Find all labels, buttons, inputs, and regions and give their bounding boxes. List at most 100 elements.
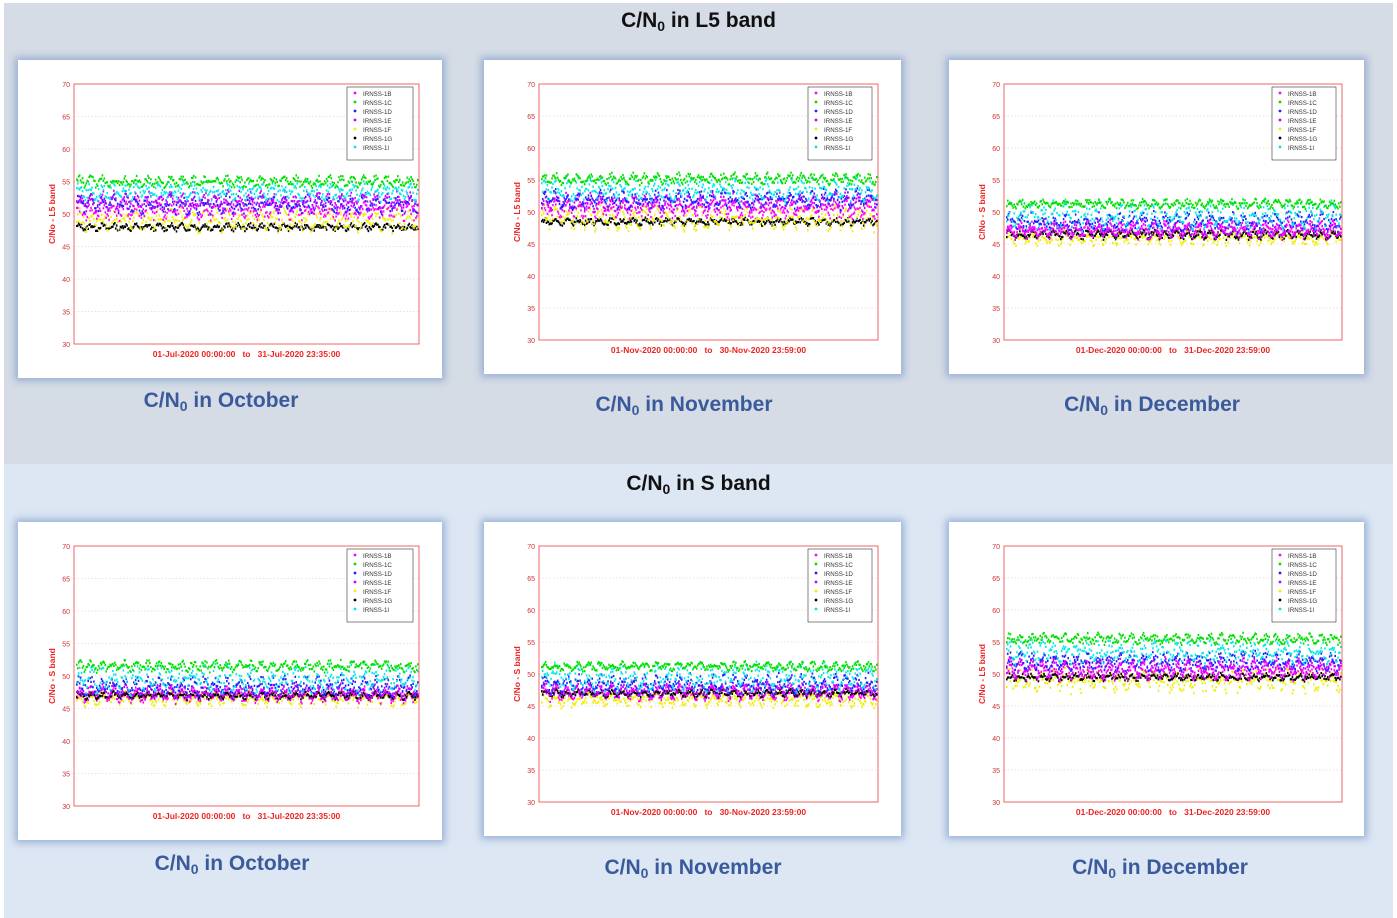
data-point (377, 212, 379, 215)
data-point (157, 183, 160, 186)
data-point (117, 209, 120, 212)
data-point (667, 204, 670, 207)
data-point (251, 188, 254, 191)
data-point (553, 219, 555, 222)
data-point (268, 216, 271, 219)
data-point (694, 229, 697, 232)
data-point (613, 218, 616, 221)
data-point (738, 206, 741, 209)
data-point (725, 219, 728, 222)
data-point (710, 179, 713, 182)
data-point (611, 214, 614, 217)
data-point (702, 194, 705, 198)
data-point (817, 209, 819, 213)
data-point (663, 199, 665, 202)
data-point (774, 213, 776, 216)
data-point (286, 180, 289, 183)
data-point (777, 207, 779, 210)
data-point (402, 184, 405, 187)
data-point (229, 209, 232, 212)
data-point (637, 206, 639, 209)
data-point (585, 179, 588, 182)
data-point (818, 199, 820, 202)
data-point (79, 201, 82, 204)
data-point (621, 219, 623, 222)
data-point (668, 199, 671, 202)
data-point (171, 179, 174, 182)
data-point (373, 193, 375, 196)
data-point (635, 179, 637, 183)
data-point (738, 222, 741, 226)
data-point (571, 205, 574, 208)
data-point (778, 197, 781, 200)
data-point (142, 189, 145, 192)
data-point (727, 201, 730, 204)
data-point (549, 191, 551, 194)
data-point (380, 180, 383, 183)
data-point (621, 206, 623, 209)
data-point (724, 181, 727, 184)
data-point (626, 208, 629, 211)
data-point (860, 215, 862, 218)
legend-marker (353, 100, 357, 104)
data-point (728, 228, 731, 232)
data-point (754, 187, 757, 190)
data-point (871, 198, 873, 201)
data-point (395, 199, 397, 202)
data-point (740, 189, 743, 192)
data-point (244, 181, 246, 184)
data-point (253, 217, 256, 221)
data-point (120, 220, 123, 224)
data-point (718, 208, 720, 212)
data-point (579, 219, 581, 222)
data-point (636, 174, 638, 178)
data-point (290, 206, 293, 209)
data-point (772, 204, 775, 207)
data-point (554, 179, 557, 182)
data-point (94, 223, 96, 226)
data-point (562, 201, 565, 204)
data-point (129, 205, 131, 208)
data-point (91, 186, 93, 189)
data-point (845, 219, 847, 222)
data-point (163, 207, 165, 210)
data-point (561, 222, 564, 225)
data-point (254, 213, 257, 217)
data-point (375, 222, 377, 225)
data-point (101, 222, 104, 225)
data-point (551, 177, 553, 180)
data-point (806, 217, 808, 220)
data-point (585, 205, 588, 208)
data-point (688, 195, 691, 198)
data-point (815, 198, 817, 201)
data-point (140, 216, 143, 219)
data-point (224, 193, 226, 196)
data-point (668, 211, 671, 214)
data-point (273, 187, 276, 190)
data-point (259, 206, 261, 209)
data-point (611, 202, 614, 205)
data-point (149, 201, 151, 205)
data-point (132, 204, 135, 208)
data-point (264, 215, 266, 218)
data-point (688, 205, 691, 208)
data-point (578, 188, 580, 192)
data-point (173, 182, 176, 185)
data-point (690, 199, 692, 202)
data-point (335, 193, 337, 196)
data-point (547, 214, 550, 217)
data-point (378, 208, 380, 211)
data-point (787, 191, 789, 194)
data-point (94, 198, 96, 201)
data-point (362, 223, 365, 226)
data-point (300, 225, 302, 229)
data-point (691, 220, 693, 223)
data-point (794, 210, 797, 213)
data-point (406, 215, 409, 218)
data-point (196, 212, 199, 215)
data-point (807, 218, 810, 221)
data-point (218, 181, 221, 184)
data-point (776, 205, 778, 208)
data-point (784, 201, 787, 204)
data-point (230, 200, 233, 204)
